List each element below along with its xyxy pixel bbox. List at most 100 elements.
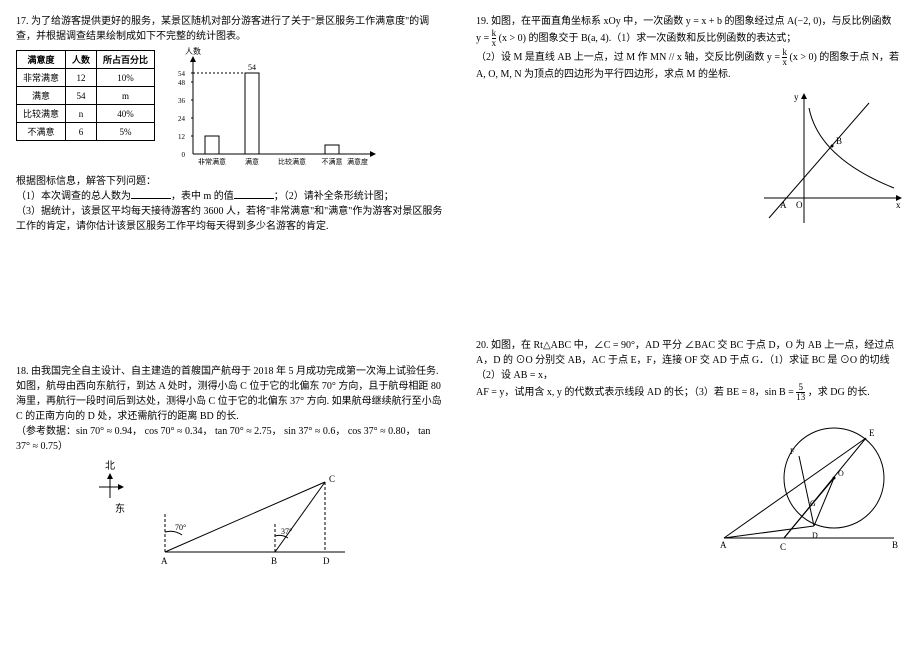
p19-num: 19. [476,16,489,27]
p19-l3a: （2）设 M 是直线 AB 上一点，过 M 作 MN // x 轴，交反比例函数… [476,52,782,63]
ylabel: 人数 [185,46,201,56]
problem-20: 20. 如图，在 Rt△ABC 中，∠C = 90°，AD 平分 ∠BAC 交 … [476,338,904,558]
p17-q1b: ，表中 m 的值 [171,191,234,202]
frac-513: 513 [796,383,805,402]
tick36: 36 [178,97,186,105]
compass: 北 东 [95,462,125,515]
xcat1: 满意 [245,157,259,166]
lblB: B [271,556,277,566]
p20-l1: 20. 如图，在 Rt△ABC 中，∠C = 90°，AD 平分 ∠BAC 交 … [476,338,904,383]
tick54: 54 [178,70,186,78]
frac-d2: x [782,58,787,67]
p17-qlabel: 根据图标信息，解答下列问题： [16,174,444,189]
xcat0: 非常满意 [198,157,226,166]
th-0: 满意度 [17,51,66,69]
lblC: C [329,474,335,484]
p19-l2a: y = [476,33,492,44]
frac-kx-1: kx [492,29,497,48]
blank-1 [131,189,171,199]
lblD20: D [812,531,818,540]
xlabel-right: 满意度 [347,157,368,166]
r1c0: 满意 [17,87,66,105]
lblx19: x [896,200,901,210]
p20-l2b: ，求 DG 的长. [808,387,870,398]
bar2-label: 54 [248,63,256,72]
frac-513d: 13 [796,393,805,402]
problem-19: 19. 如图，在平面直角坐标系 xOy 中，一次函数 y = x + b 的图象… [476,14,904,228]
problem-18: 18. 由我国完全自主设计、自主建造的首艘国产航母于 2018 年 5 月成功完… [16,364,444,572]
problem-17: 17. 为了给游客提供更好的服务，某景区随机对部分游客进行了关于"景区服务工作满… [16,14,444,234]
lblG20: G [810,499,816,508]
p19-l3: （2）设 M 是直线 AB 上一点，过 M 作 MN // x 轴，交反比例函数… [476,48,904,67]
p20-l1t: 如图，在 Rt△ABC 中，∠C = 90°，AD 平分 ∠BAC 交 BC 于… [476,340,894,381]
p18-body: 由我国完全自主设计、自主建造的首艘国产航母于 2018 年 5 月成功完成第一次… [16,366,442,422]
r1c1: 54 [66,87,97,105]
lblB20: B [892,540,898,550]
tick24: 24 [178,115,186,123]
r0c1: 12 [66,69,97,87]
lblE20: E [869,428,875,438]
p17-q1: （1）本次调查的总人数为 ，表中 m 的值 ；（2）请补全条形统计图； [16,189,444,204]
p19-l2: y = kx (x > 0) 的图象交于 B(a, 4).（1）求一次函数和反比… [476,29,904,48]
p19-l1a: 如图，在平面直角坐标系 xOy 中，一次函数 y = x + b 的图象经过点 … [491,16,892,27]
p20-diagram: A B C D E F G O [714,408,904,558]
frac-d1: x [492,39,497,48]
tick48: 48 [178,79,186,87]
lblA: A [161,556,168,566]
satisfaction-table: 满意度 人数 所占百分比 非常满意 12 10% 满意 54 m [16,50,155,141]
lblD: D [323,556,330,566]
r2c1: n [66,105,97,123]
p18-diagram: 70° 37° A B C D [145,462,365,572]
frac-kx-2: kx [782,48,787,67]
bar-1 [205,136,219,154]
xcat2: 比较满意 [278,157,306,166]
lblB19: B [836,136,842,146]
compass-e: 东 [95,505,125,515]
r2c2: 40% [97,105,155,123]
ang70: 70° [175,523,186,532]
lblO20: O [838,469,844,478]
p17-intro-text: 为了给游客提供更好的服务，某景区随机对部分游客进行了关于"景区服务工作满意度"的… [16,16,429,42]
p17-q1c: ；（2）请补全条形统计图； [274,191,394,202]
p19-l4: A, O, M, N 为顶点的四边形为平行四边形，求点 M 的坐标. [476,67,904,82]
blank-2 [234,189,274,199]
r3c1: 6 [66,123,97,141]
p19-diagram: B A O x y [754,88,904,228]
lbly19: y [794,92,799,102]
p17-intro: 17. 为了给游客提供更好的服务，某景区随机对部分游客进行了关于"景区服务工作满… [16,14,444,44]
p17-q3: （3）据统计，该景区平均每天接待游客约 3600 人，若将"非常满意"和"满意"… [16,204,444,234]
bar-2 [245,73,259,154]
right-column: 19. 如图，在平面直角坐标系 xOy 中，一次函数 y = x + b 的图象… [460,0,920,651]
r1c2: m [97,87,155,105]
r0c0: 非常满意 [17,69,66,87]
p20-l2: AF = y，试用含 x, y 的代数式表示线段 AD 的长；（3）若 BE =… [476,383,904,402]
p19-l1: 19. 如图，在平面直角坐标系 xOy 中，一次函数 y = x + b 的图象… [476,14,904,29]
xcat3: 不满意 [322,157,343,166]
p18-text: 18. 由我国完全自主设计、自主建造的首艘国产航母于 2018 年 5 月成功完… [16,364,444,424]
left-column: 17. 为了给游客提供更好的服务，某景区随机对部分游客进行了关于"景区服务工作满… [0,0,460,651]
p17-q1a: （1）本次调查的总人数为 [16,191,131,202]
r3c0: 不满意 [17,123,66,141]
p19-l3b: (x > 0) 的图象于点 N，若 [789,52,899,63]
compass-n: 北 [95,462,125,472]
p20-l2a: AF = y，试用含 x, y 的代数式表示线段 AD 的长；（3）若 BE =… [476,387,796,398]
p19-l2b: (x > 0) 的图象交于 B(a, 4).（1）求一次函数和反比例函数的表达式… [499,33,797,44]
lblO19: O [796,200,803,210]
th-2: 所占百分比 [97,51,155,69]
ang37: 37° [281,527,292,536]
bar-4 [325,145,339,154]
r2c0: 比较满意 [17,105,66,123]
p20-num: 20. [476,340,489,351]
lblC20: C [780,542,786,552]
lblA20: A [720,540,727,550]
tick12: 12 [178,133,186,141]
r0c2: 10% [97,69,155,87]
th-1: 人数 [66,51,97,69]
lblA19: A [780,200,787,210]
bar-chart: 人数 0 12 24 36 48 54 [163,44,383,174]
p18-num: 18. [16,366,29,377]
lblF20: F [790,447,795,456]
p17-num: 17. [16,16,29,27]
r3c2: 5% [97,123,155,141]
p18-refs: （参考数据：sin 70° ≈ 0.94， cos 70° ≈ 0.34， ta… [16,424,444,454]
